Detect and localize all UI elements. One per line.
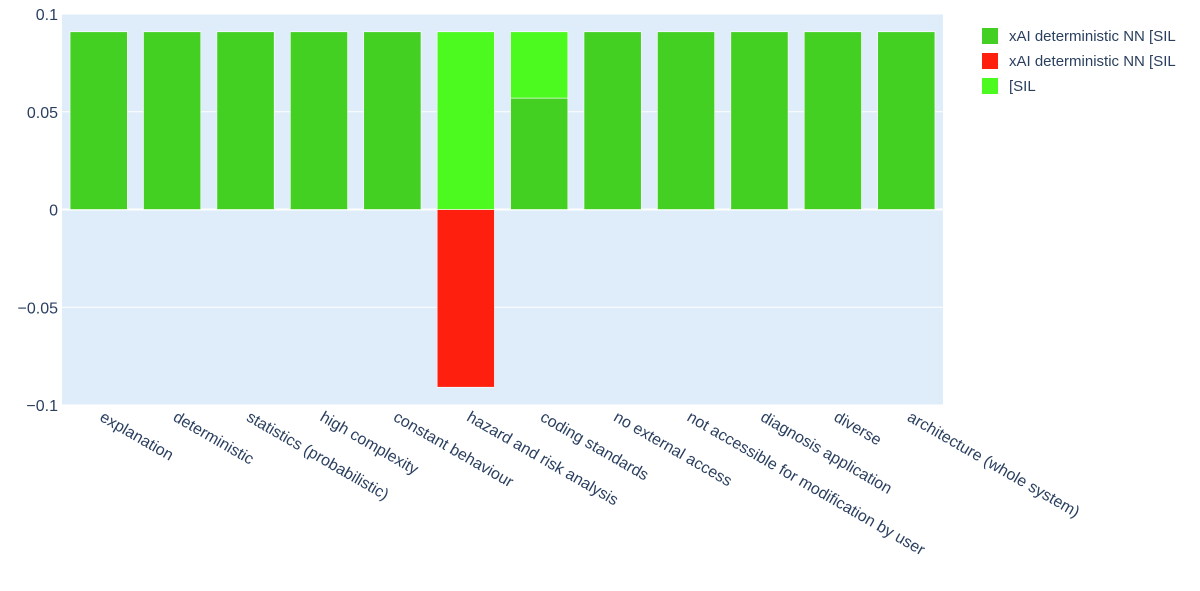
- x-tick-label: deterministic: [170, 409, 256, 469]
- x-tick-label: explanation: [97, 409, 176, 465]
- bar-0-11: [877, 31, 936, 210]
- x-tick-label: diverse: [831, 409, 884, 450]
- legend-swatch: [982, 78, 998, 94]
- y-axis: 0.1 0.05 0 −0.05 −0.1: [18, 7, 59, 415]
- y-tick-label: 0.05: [27, 105, 58, 122]
- legend-swatch: [982, 28, 998, 44]
- y-tick-label: 0.1: [36, 7, 58, 24]
- legend[interactable]: xAI deterministic NN [SIL xAI determinist…: [982, 28, 1176, 95]
- legend-label: [SIL: [1009, 78, 1036, 95]
- y-tick-label: −0.05: [18, 300, 59, 317]
- grid-lines: [62, 13, 943, 406]
- y-tick-label: 0: [49, 203, 58, 220]
- legend-item[interactable]: xAI deterministic NN [SIL: [982, 28, 1176, 45]
- bar-0-0: [69, 31, 128, 210]
- bar-0-3: [290, 31, 348, 210]
- bar-0-7: [583, 31, 642, 210]
- bar-1-5: [436, 209, 495, 388]
- bar-0-2: [216, 31, 275, 210]
- y-tick-label: −0.1: [26, 398, 58, 415]
- x-tick-label: architecture (whole system): [904, 409, 1082, 522]
- bar-2-6: [510, 31, 569, 99]
- legend-item[interactable]: xAI deterministic NN [SIL: [982, 53, 1176, 70]
- bar-0-8: [657, 31, 715, 210]
- legend-label: xAI deterministic NN [SIL: [1009, 28, 1176, 45]
- legend-label: xAI deterministic NN [SIL: [1009, 53, 1176, 70]
- x-tick-label: constant behaviour: [390, 409, 516, 492]
- bars: [69, 31, 936, 388]
- bar-0-9: [730, 31, 789, 210]
- bar-0-4: [363, 31, 422, 210]
- legend-item[interactable]: [SIL: [982, 78, 1036, 95]
- legend-swatch: [982, 53, 998, 69]
- x-tick-label: no external access: [611, 409, 735, 490]
- x-tick-label: diagnosis application: [757, 409, 894, 498]
- bar-0-1: [143, 31, 202, 210]
- bar-0-10: [803, 31, 862, 210]
- bar-0-6: [510, 97, 569, 210]
- bar-2-5: [436, 31, 495, 210]
